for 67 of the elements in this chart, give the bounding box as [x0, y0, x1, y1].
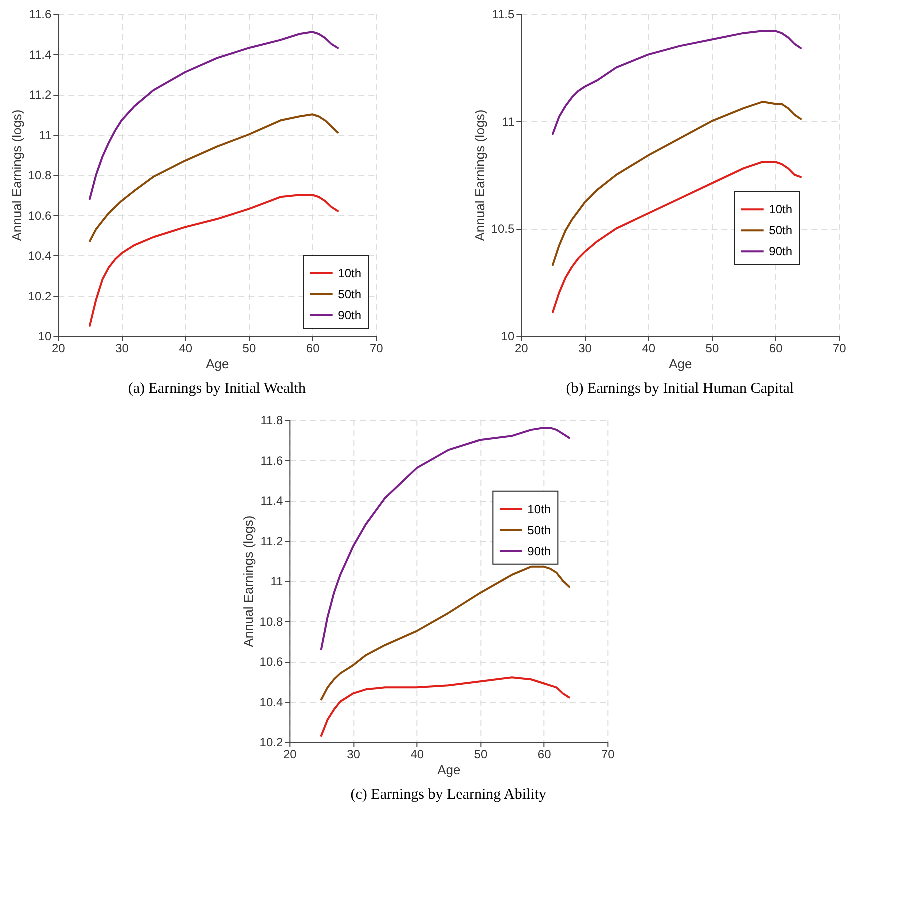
y-tick-label: 11.5 [492, 8, 515, 22]
y-tick-label: 11.8 [260, 414, 284, 428]
line-series [552, 30, 802, 136]
x-tick-label: 50 [706, 342, 720, 356]
line-series [320, 427, 571, 650]
x-tick-label: 50 [474, 748, 488, 762]
y-tick-label: 11.2 [29, 88, 52, 102]
text: (b) Earnings by Initial Human Capital [566, 381, 794, 397]
legend-label: 50th [338, 288, 362, 302]
line-series [320, 676, 571, 737]
line-series [320, 566, 571, 701]
y-tick-label: 10.6 [260, 655, 284, 669]
x-tick-label: 70 [832, 342, 847, 356]
y-tick-label: 10.2 [260, 736, 284, 750]
y-tick-label: 11.2 [260, 534, 284, 548]
legend-label: 90th [338, 308, 362, 322]
x-tick-label: 40 [179, 342, 193, 356]
y-tick-label: 10.2 [28, 289, 52, 304]
x-tick-label: 30 [116, 342, 130, 356]
y-tick-label: 11.4 [29, 48, 52, 62]
y-tick-label: 11.4 [260, 494, 284, 508]
y-axis-title: Annual Earnings (logs) [240, 516, 256, 648]
text: (a) Earnings by Initial Wealth [128, 381, 306, 397]
line-series [88, 31, 340, 200]
legend-label: 90th [528, 544, 552, 558]
y-axis-title: Annual Earnings (logs) [472, 110, 488, 242]
x-tick-label: 40 [642, 342, 656, 356]
y-tick-label: 11 [502, 114, 515, 129]
legend-label: 50th [528, 523, 552, 538]
x-tick-label: 20 [283, 748, 298, 762]
legend-label: 10th [769, 202, 793, 217]
x-tick-label: 30 [578, 342, 592, 356]
line-series [552, 161, 802, 314]
y-tick-label: 10.8 [28, 168, 52, 182]
x-tick-label: 30 [347, 748, 361, 762]
line-series [88, 194, 340, 327]
y-tick-label: 10.6 [28, 208, 52, 223]
x-tick-label: 20 [514, 342, 529, 356]
x-tick-label: 70 [601, 748, 616, 762]
line-series [88, 114, 340, 242]
x-axis-title: Age [206, 356, 230, 372]
y-tick-label: 10 [38, 330, 52, 344]
legend-label: 90th [769, 244, 793, 259]
legend-label: 10th [338, 266, 362, 280]
y-tick-label: 10.4 [260, 695, 284, 710]
y-tick-label: 11.6 [260, 454, 284, 468]
x-tick-label: 60 [306, 342, 320, 356]
x-tick-label: 70 [370, 342, 384, 356]
y-tick-label: 11 [39, 128, 52, 142]
legend-label: 10th [528, 502, 552, 516]
x-tick-label: 40 [410, 748, 424, 762]
y-tick-label: 10 [501, 330, 515, 344]
y-tick-label: 10.5 [491, 222, 515, 236]
y-tick-label: 10.4 [28, 249, 52, 263]
x-tick-label: 60 [769, 342, 784, 356]
line-series [552, 101, 802, 266]
y-tick-label: 10.8 [260, 614, 284, 629]
x-tick-label: 20 [52, 342, 66, 356]
y-tick-label: 11.6 [29, 8, 52, 22]
x-tick-label: 50 [242, 342, 256, 356]
y-axis-title: Annual Earnings (logs) [9, 110, 24, 242]
y-tick-label: 11 [270, 574, 284, 588]
legend-label: 50th [769, 224, 793, 238]
x-axis-title: Age [669, 356, 692, 372]
text: (c) Earnings by Learning Ability [350, 787, 548, 803]
x-tick-label: 60 [538, 748, 552, 762]
x-axis-title: Age [438, 762, 461, 778]
